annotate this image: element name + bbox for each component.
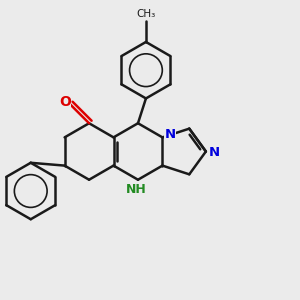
Text: N: N [208, 146, 220, 160]
Text: NH: NH [126, 183, 147, 196]
Text: N: N [164, 128, 175, 141]
Text: O: O [59, 95, 71, 109]
Text: CH₃: CH₃ [136, 9, 156, 19]
